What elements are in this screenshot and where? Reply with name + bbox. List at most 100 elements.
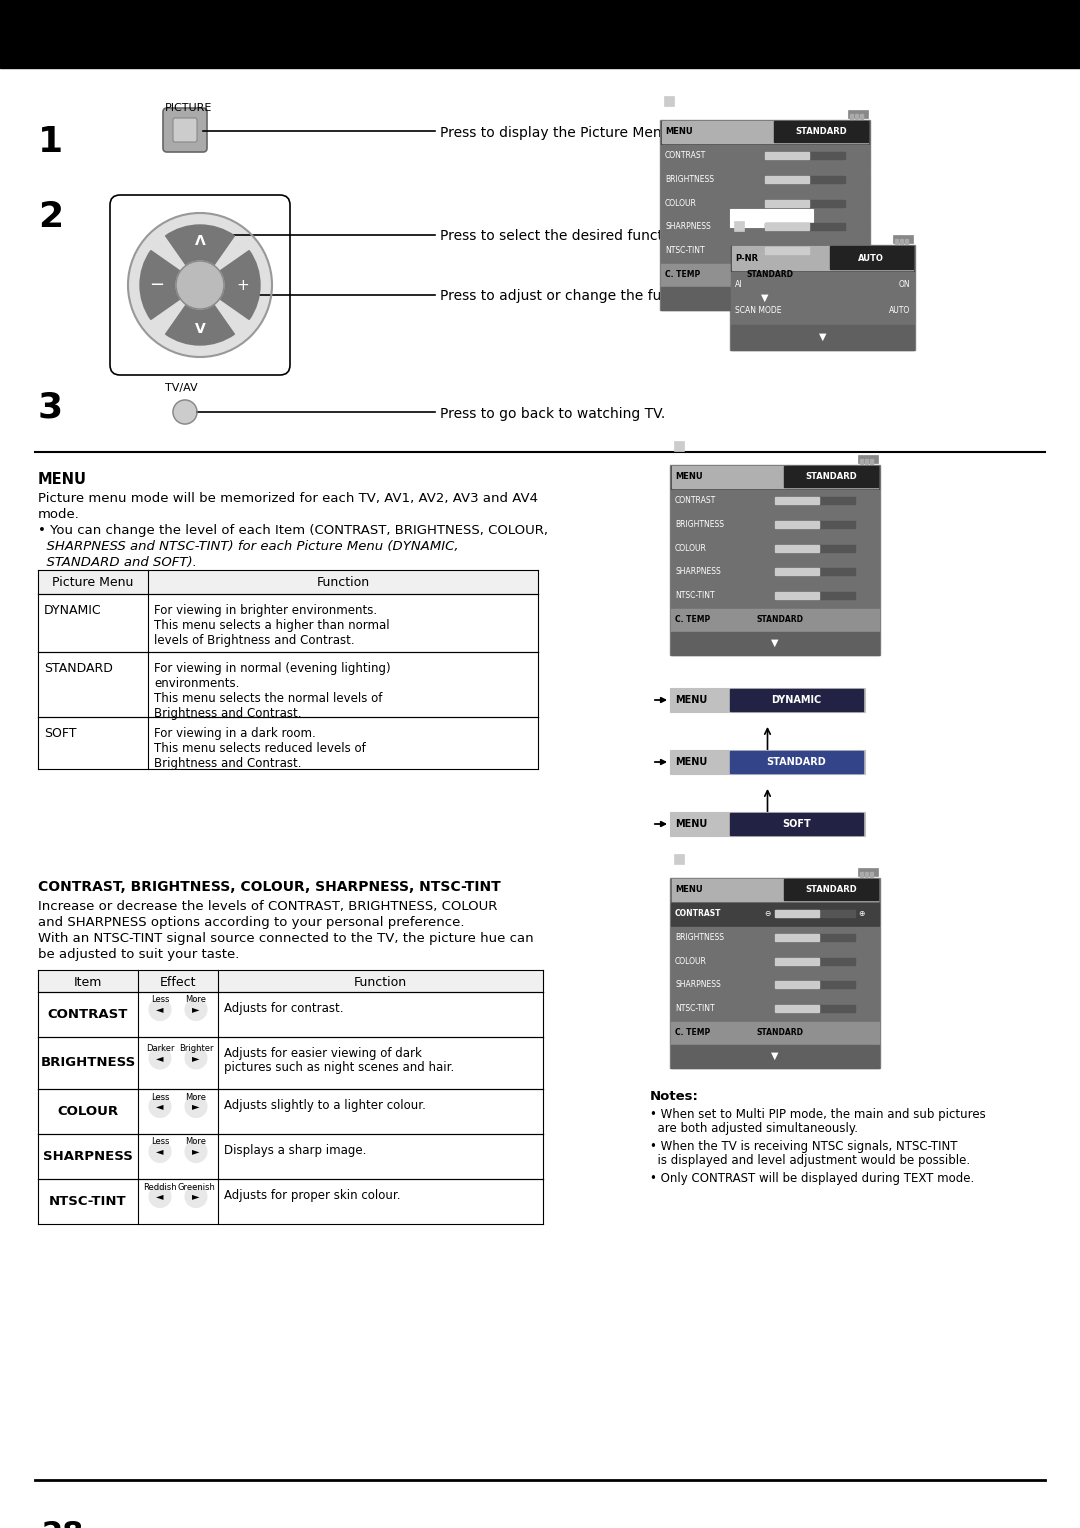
Bar	[775, 981, 854, 989]
Text: CONTRAST: CONTRAST	[675, 909, 721, 918]
Text: ▼: ▼	[819, 332, 826, 342]
Wedge shape	[165, 225, 234, 286]
Text: Greenish: Greenish	[177, 1183, 215, 1192]
Bar	[765, 176, 809, 183]
Circle shape	[185, 1140, 207, 1163]
Bar	[765, 248, 809, 254]
Bar	[731, 298, 914, 324]
Text: Function: Function	[354, 975, 407, 989]
Text: • When the TV is receiving NTSC signals, NTSC-TINT: • When the TV is receiving NTSC signals,…	[650, 1140, 958, 1154]
Bar	[765, 223, 809, 231]
Circle shape	[149, 998, 171, 1021]
Bar	[732, 246, 913, 270]
Text: SHARPNESS: SHARPNESS	[43, 1151, 133, 1163]
Bar	[775, 544, 854, 552]
Bar	[661, 263, 869, 286]
Text: Adjusts for proper skin colour.: Adjusts for proper skin colour.	[224, 1189, 401, 1203]
Text: C. TEMP: C. TEMP	[675, 1028, 711, 1038]
Text: CONTRAST, BRIGHTNESS, COLOUR, SHARPNESS, NTSC-TINT: CONTRAST, BRIGHTNESS, COLOUR, SHARPNESS,…	[38, 880, 501, 894]
Bar	[730, 750, 863, 773]
Text: AI: AI	[735, 280, 743, 289]
Bar	[765, 248, 845, 254]
Bar	[865, 458, 868, 465]
Text: BRIGHTNESS: BRIGHTNESS	[675, 520, 724, 529]
Text: COLOUR: COLOUR	[665, 199, 697, 208]
Text: +: +	[237, 278, 249, 292]
Text: More: More	[186, 1137, 206, 1146]
Bar	[765, 223, 845, 231]
Text: Brightness and Contrast.: Brightness and Contrast.	[154, 707, 301, 720]
Bar	[674, 442, 684, 451]
Bar	[670, 750, 865, 775]
Text: MENU: MENU	[665, 127, 692, 136]
Bar	[664, 96, 674, 105]
Bar	[670, 842, 765, 860]
Bar	[671, 926, 879, 949]
Bar	[775, 911, 819, 917]
Circle shape	[185, 998, 207, 1021]
Text: Item: Item	[73, 975, 103, 989]
Text: BRIGHTNESS: BRIGHTNESS	[665, 174, 714, 183]
Bar	[775, 593, 819, 599]
Text: ▼: ▼	[761, 293, 769, 303]
Text: ⊖: ⊖	[764, 909, 770, 918]
Text: TV/AV: TV/AV	[165, 384, 198, 393]
Text: ◄: ◄	[157, 1192, 164, 1201]
Bar	[860, 458, 863, 465]
Text: AUTO: AUTO	[889, 306, 910, 315]
Bar	[671, 998, 879, 1021]
Bar	[661, 215, 869, 238]
Bar	[670, 688, 865, 712]
Bar	[848, 110, 868, 118]
Wedge shape	[200, 251, 260, 319]
Text: STANDARD: STANDARD	[756, 1028, 804, 1038]
Text: NTSC-TINT: NTSC-TINT	[50, 1195, 126, 1209]
Circle shape	[149, 1047, 171, 1070]
Text: Λ: Λ	[194, 234, 205, 248]
Bar	[765, 176, 845, 183]
Circle shape	[129, 212, 272, 358]
Bar	[860, 872, 863, 877]
Text: SCAN MODE: SCAN MODE	[735, 306, 782, 315]
Bar	[829, 246, 913, 269]
Bar	[765, 200, 845, 206]
Text: SHARPNESS and NTSC-TINT) for each Picture Menu (DYNAMIC,: SHARPNESS and NTSC-TINT) for each Pictur…	[38, 539, 459, 553]
Text: ►: ►	[192, 1192, 200, 1201]
Text: NTSC-TINT: NTSC-TINT	[665, 246, 704, 255]
Text: AUTO: AUTO	[859, 254, 885, 263]
Wedge shape	[140, 251, 200, 319]
Text: SHARPNESS: SHARPNESS	[675, 981, 720, 989]
Text: COLOUR: COLOUR	[675, 957, 707, 966]
Bar	[661, 240, 869, 263]
FancyBboxPatch shape	[163, 108, 207, 151]
Text: ◄: ◄	[157, 1102, 164, 1111]
Text: For viewing in normal (evening lighting): For viewing in normal (evening lighting)	[154, 662, 391, 675]
Bar	[671, 513, 879, 536]
Text: PICTURE: PICTURE	[165, 102, 213, 113]
Bar	[661, 121, 869, 144]
Bar	[671, 585, 879, 608]
Bar	[730, 244, 915, 350]
Bar	[783, 466, 878, 487]
Text: • When set to Multi PIP mode, the main and sub pictures: • When set to Multi PIP mode, the main a…	[650, 1108, 986, 1122]
Bar	[671, 950, 879, 973]
Text: NTSC-TINT: NTSC-TINT	[675, 591, 715, 601]
Text: Less: Less	[151, 996, 170, 1004]
Bar	[660, 84, 755, 102]
Text: STANDARD: STANDARD	[795, 127, 847, 136]
Bar	[775, 1005, 854, 1012]
Text: Increase or decrease the levels of CONTRAST, BRIGHTNESS, COLOUR: Increase or decrease the levels of CONTR…	[38, 900, 498, 914]
Text: ►: ►	[192, 1004, 200, 1015]
Bar	[765, 153, 809, 159]
Text: ▼: ▼	[771, 639, 779, 648]
Bar	[671, 633, 879, 656]
Circle shape	[149, 1186, 171, 1207]
Bar	[671, 466, 879, 489]
Text: be adjusted to suit your taste.: be adjusted to suit your taste.	[38, 947, 240, 961]
Text: STANDARD: STANDARD	[746, 270, 794, 280]
Bar	[661, 263, 869, 286]
Text: Function: Function	[316, 576, 369, 590]
Bar	[855, 115, 858, 119]
Bar	[731, 246, 914, 272]
Bar	[858, 455, 878, 463]
